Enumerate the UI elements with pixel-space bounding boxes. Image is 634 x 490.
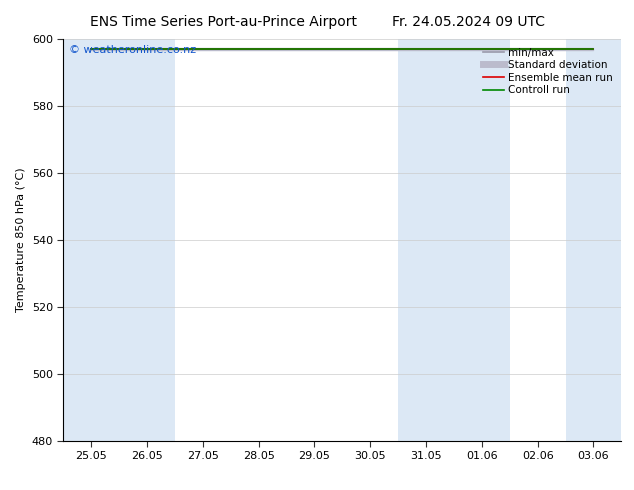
Bar (63, 39, 119, 441)
Bar (454, 39, 510, 441)
Legend: min/max, Standard deviation, Ensemble mean run, Controll run: min/max, Standard deviation, Ensemble me… (480, 45, 616, 98)
Bar (566, 39, 621, 441)
Y-axis label: Temperature 850 hPa (°C): Temperature 850 hPa (°C) (16, 168, 26, 313)
Bar (119, 39, 175, 441)
Text: ENS Time Series Port-au-Prince Airport        Fr. 24.05.2024 09 UTC: ENS Time Series Port-au-Prince Airport F… (89, 15, 545, 29)
Bar (398, 39, 454, 441)
Text: © weatheronline.co.nz: © weatheronline.co.nz (69, 45, 196, 55)
